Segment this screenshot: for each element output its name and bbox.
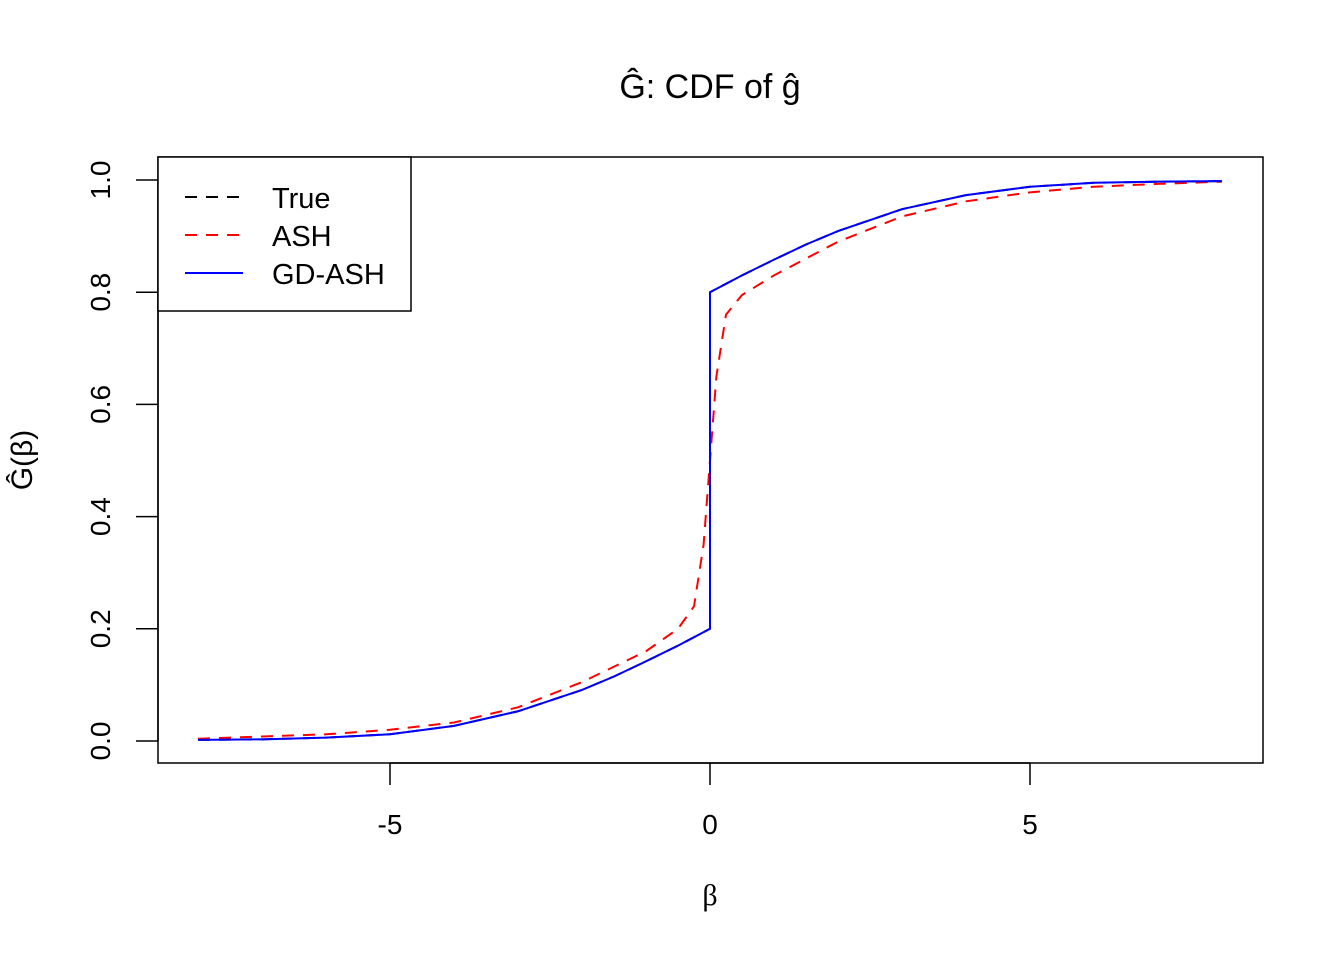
- series-lines: [197, 180, 1223, 741]
- series-line-gd-ash: [197, 180, 1223, 741]
- x-axis-label: β: [702, 879, 717, 912]
- y-axis-label: Ĝ(β): [5, 430, 39, 491]
- legend-box: [157, 156, 412, 312]
- y-tick-label: 0.4: [85, 497, 116, 536]
- y-tick-label: 0.8: [85, 273, 116, 312]
- x-tick-label: 5: [1022, 809, 1038, 840]
- legend-label: GD-ASH: [272, 259, 385, 291]
- x-tick-label: -5: [378, 809, 403, 840]
- legend-label: True: [272, 183, 331, 215]
- y-tick-label: 0.2: [85, 609, 116, 648]
- y-tick-label: 1.0: [85, 161, 116, 200]
- y-axis: 0.0 0.2 0.4 0.6 0.8 1.0: [85, 161, 159, 761]
- x-axis: -5 0 5: [378, 762, 1038, 840]
- x-tick-label: 0: [702, 809, 718, 840]
- y-tick-label: 0.0: [85, 722, 116, 761]
- legend: True ASH GD-ASH: [157, 156, 412, 312]
- legend-label: ASH: [272, 221, 332, 253]
- y-tick-label: 0.6: [85, 385, 116, 424]
- chart-title: Ĝ: CDF of ĝ: [619, 68, 800, 106]
